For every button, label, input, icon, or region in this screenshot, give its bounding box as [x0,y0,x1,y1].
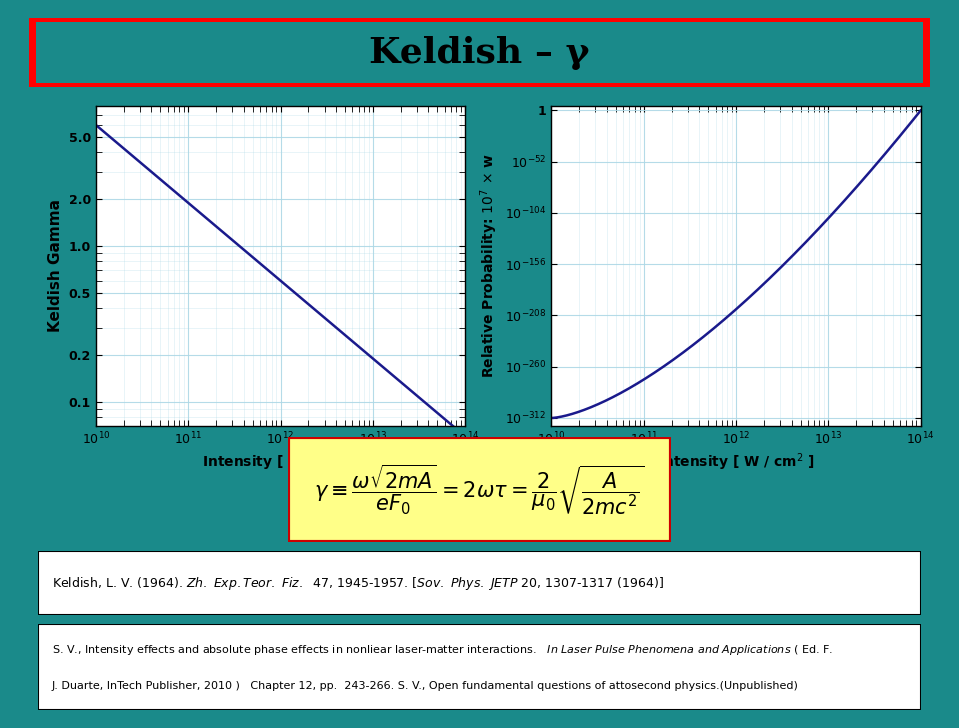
Y-axis label: Relative Probability: $10^{7}$ $\times$ w: Relative Probability: $10^{7}$ $\times$ … [478,153,500,379]
Text: Keldish, L. V. (1964). $\mathit{Zh.\ Exp.Teor.\ Fiz.}$  47, 1945-1957. [$\mathit: Keldish, L. V. (1964). $\mathit{Zh.\ Exp… [52,574,664,592]
Text: $\gamma \equiv \dfrac{\omega\sqrt{2mA}}{eF_0} = 2\omega\tau = \dfrac{2}{\mu_0}\s: $\gamma \equiv \dfrac{\omega\sqrt{2mA}}{… [315,462,644,517]
Bar [923,18,930,87]
Text: S. V., Intensity effects and absolute phase effects in nonliear laser-matter int: S. V., Intensity effects and absolute ph… [52,643,832,657]
Text: J. Duarte, InTech Publisher, 2010 )   Chapter 12, pp.  243-266. S. V., Open fund: J. Duarte, InTech Publisher, 2010 ) Chap… [52,681,799,691]
Bar [29,83,930,87]
X-axis label: Intensity [ W / cm$^{2}$ ]: Intensity [ W / cm$^{2}$ ] [202,451,359,473]
Y-axis label: Keldish Gamma: Keldish Gamma [48,199,63,332]
X-axis label: Intensity [ W / cm$^{2}$ ]: Intensity [ W / cm$^{2}$ ] [658,451,814,473]
Bar [29,18,36,87]
Bar [29,18,930,23]
Text: Keldish – γ: Keldish – γ [369,36,590,70]
